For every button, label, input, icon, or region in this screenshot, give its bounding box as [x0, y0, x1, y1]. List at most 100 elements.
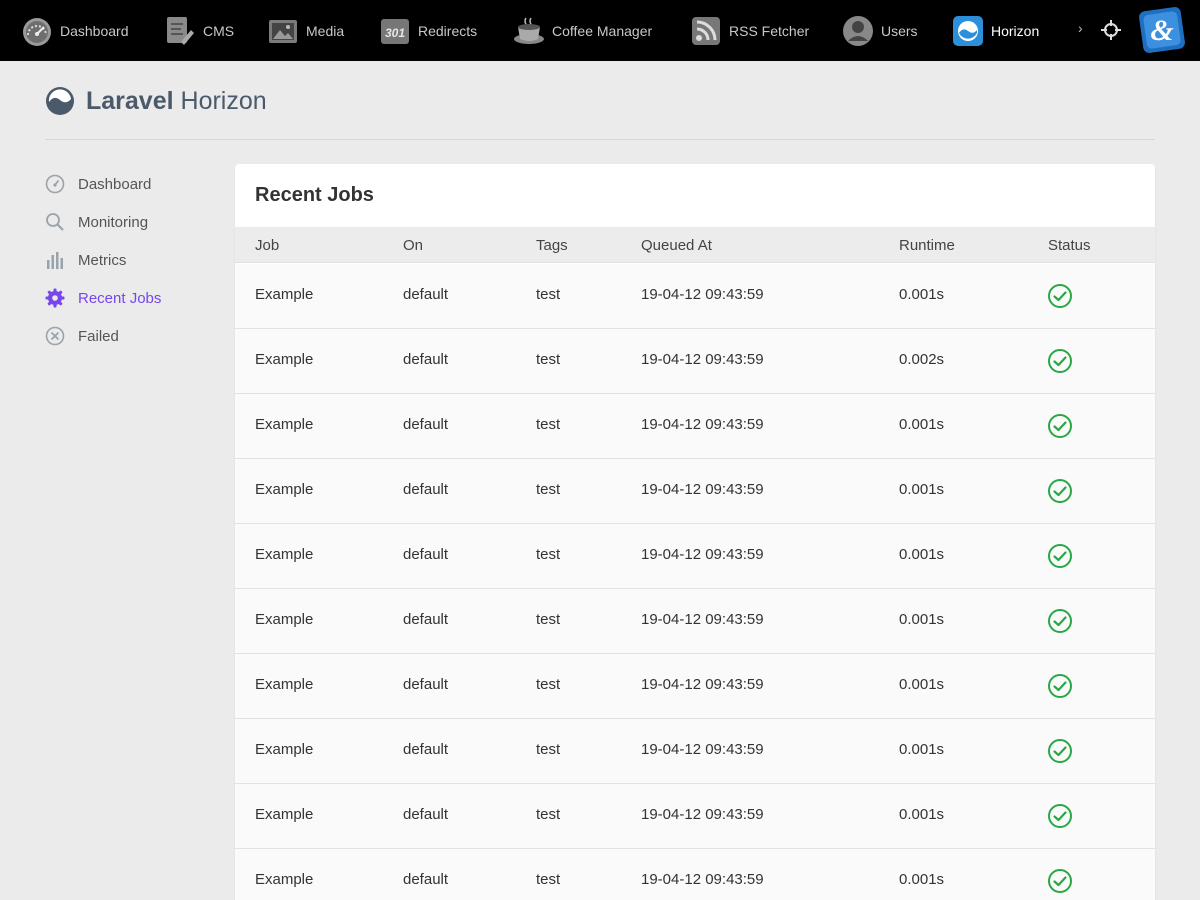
check-circle-icon: [1048, 414, 1072, 438]
topnav-label: Coffee Manager: [552, 22, 653, 39]
column-header-status: Status: [1048, 237, 1091, 254]
check-circle-icon: [1048, 739, 1072, 763]
cell-job[interactable]: Example: [255, 416, 314, 433]
check-circle-icon: [1048, 544, 1072, 568]
cell-queued-at: 19-04-12 09:43:59: [641, 871, 764, 888]
cell-runtime: 0.001s: [899, 416, 945, 433]
cell-runtime: 0.001s: [899, 741, 945, 758]
cell-queued-at: 19-04-12 09:43:59: [641, 481, 764, 498]
gear-icon: [45, 288, 65, 308]
sidebar-item-label: Recent Jobs: [78, 289, 162, 307]
gauge-icon: [45, 174, 65, 194]
cell-queue: default: [403, 676, 449, 693]
cell-runtime: 0.001s: [899, 546, 945, 563]
card-title: Recent Jobs: [255, 184, 374, 206]
search-icon: [46, 213, 64, 231]
table-row[interactable]: Example default test 19-04-12 09:43:59 0.001…: [235, 719, 1155, 784]
table-row[interactable]: Example default test 19-04-12 09:43:59 0.001…: [235, 459, 1155, 524]
sidebar-item-dashboard[interactable]: Dashboard: [45, 172, 151, 196]
topnav-users[interactable]: Users: [842, 0, 918, 61]
check-circle-icon: [1048, 609, 1072, 633]
brand-title-bold: Laravel: [86, 86, 174, 115]
topnav-media[interactable]: Media: [267, 0, 344, 61]
cell-tags: test: [536, 676, 561, 693]
cell-tags: test: [536, 871, 561, 888]
cell-queue: default: [403, 416, 449, 433]
svg-text:&: &: [1150, 14, 1173, 47]
cell-tags: test: [536, 741, 561, 758]
horizon-logo-icon: [46, 87, 74, 115]
cell-runtime: 0.001s: [899, 871, 945, 888]
cell-queue: default: [403, 351, 449, 368]
cell-runtime: 0.001s: [899, 286, 945, 303]
column-header-queued-at: Queued At: [641, 237, 712, 254]
table-row[interactable]: Example default test 19-04-12 09:43:59 0.002…: [235, 329, 1155, 394]
topnav-label: Horizon: [991, 22, 1040, 39]
cms-document-icon: [167, 16, 194, 45]
sidebar-item-label: Monitoring: [78, 213, 149, 231]
table-row[interactable]: Example default test 19-04-12 09:43:59 0.001…: [235, 784, 1155, 849]
table-row[interactable]: Example default test 19-04-12 09:43:59 0.001…: [235, 394, 1155, 459]
cell-queue: default: [403, 741, 449, 758]
cell-job[interactable]: Example: [255, 871, 314, 888]
column-header-on: On: [403, 237, 424, 254]
cell-tags: test: [536, 546, 561, 563]
horizon-icon: [953, 15, 983, 46]
topnav-label: Redirects: [418, 22, 478, 39]
cell-tags: test: [536, 416, 561, 433]
sidebar-item-label: Dashboard: [78, 175, 152, 193]
column-header-job: Job: [255, 237, 280, 254]
brand-title-light: Horizon: [180, 86, 267, 115]
coffee-cup-icon: [514, 17, 544, 44]
cell-tags: test: [536, 806, 561, 823]
topnav-horizon[interactable]: Horizon: [952, 0, 1039, 61]
user-icon: [843, 15, 873, 46]
table-row[interactable]: Example default test 19-04-12 09:43:59 0.001…: [235, 264, 1155, 329]
table-row[interactable]: Example default test 19-04-12 09:43:59 0.001…: [235, 589, 1155, 654]
cell-job[interactable]: Example: [255, 611, 314, 628]
topnav-label: RSS Fetcher: [729, 22, 810, 39]
topnav-label: Media: [306, 22, 345, 39]
cell-runtime: 0.001s: [899, 806, 945, 823]
cell-queued-at: 19-04-12 09:43:59: [641, 286, 764, 303]
cell-job[interactable]: Example: [255, 676, 314, 693]
topnav-rss-fetcher[interactable]: RSS Fetcher: [690, 0, 809, 61]
cell-tags: test: [536, 286, 561, 303]
sidebar-item-label: Metrics: [78, 251, 127, 269]
table-row[interactable]: Example default test 19-04-12 09:43:59 0.001…: [235, 849, 1155, 900]
check-circle-icon: [1048, 804, 1072, 828]
cell-queued-at: 19-04-12 09:43:59: [641, 806, 764, 823]
topnav-redirects[interactable]: 301 Redirects: [379, 0, 477, 61]
cell-job[interactable]: Example: [255, 546, 314, 563]
topnav-dashboard[interactable]: Dashboard: [21, 0, 129, 61]
cell-job[interactable]: Example: [255, 806, 314, 823]
topnav-label: CMS: [203, 22, 235, 39]
table-row[interactable]: Example default test 19-04-12 09:43:59 0.001…: [235, 654, 1155, 719]
cell-job[interactable]: Example: [255, 286, 314, 303]
sidebar-item-recent-jobs[interactable]: Recent Jobs: [45, 286, 161, 310]
topnav-cms[interactable]: CMS: [164, 0, 234, 61]
horizon-brand: Laravel Horizon: [45, 85, 267, 117]
cell-job[interactable]: Example: [255, 481, 314, 498]
top-navigation-bar: Dashboard CMS Media 301 Redirects: [0, 0, 1200, 61]
sidebar-item-metrics[interactable]: Metrics: [45, 248, 126, 272]
cell-job[interactable]: Example: [255, 741, 314, 758]
topnav-coffee-manager[interactable]: Coffee Manager: [513, 0, 652, 61]
topnav-label: Dashboard: [60, 22, 129, 39]
cell-queue: default: [403, 286, 449, 303]
table-row[interactable]: Example default test 19-04-12 09:43:59 0.001…: [235, 524, 1155, 589]
column-header-tags: Tags: [536, 237, 568, 254]
check-circle-icon: [1048, 284, 1072, 308]
cell-runtime: 0.001s: [899, 676, 945, 693]
table-header: Job On Tags Queued At Runtime Status: [235, 227, 1155, 263]
crosshair-icon[interactable]: [1100, 19, 1122, 41]
brand-title: Laravel Horizon: [86, 87, 267, 116]
app-logo-icon[interactable]: &: [1138, 6, 1186, 54]
more-chevron-icon[interactable]: ›: [1078, 20, 1083, 36]
sidebar-item-monitoring[interactable]: Monitoring: [45, 210, 148, 234]
header-divider: [45, 139, 1155, 140]
sidebar-item-failed[interactable]: Failed: [45, 324, 119, 348]
cell-job[interactable]: Example: [255, 351, 314, 368]
check-circle-icon: [1048, 349, 1072, 373]
cell-queued-at: 19-04-12 09:43:59: [641, 416, 764, 433]
